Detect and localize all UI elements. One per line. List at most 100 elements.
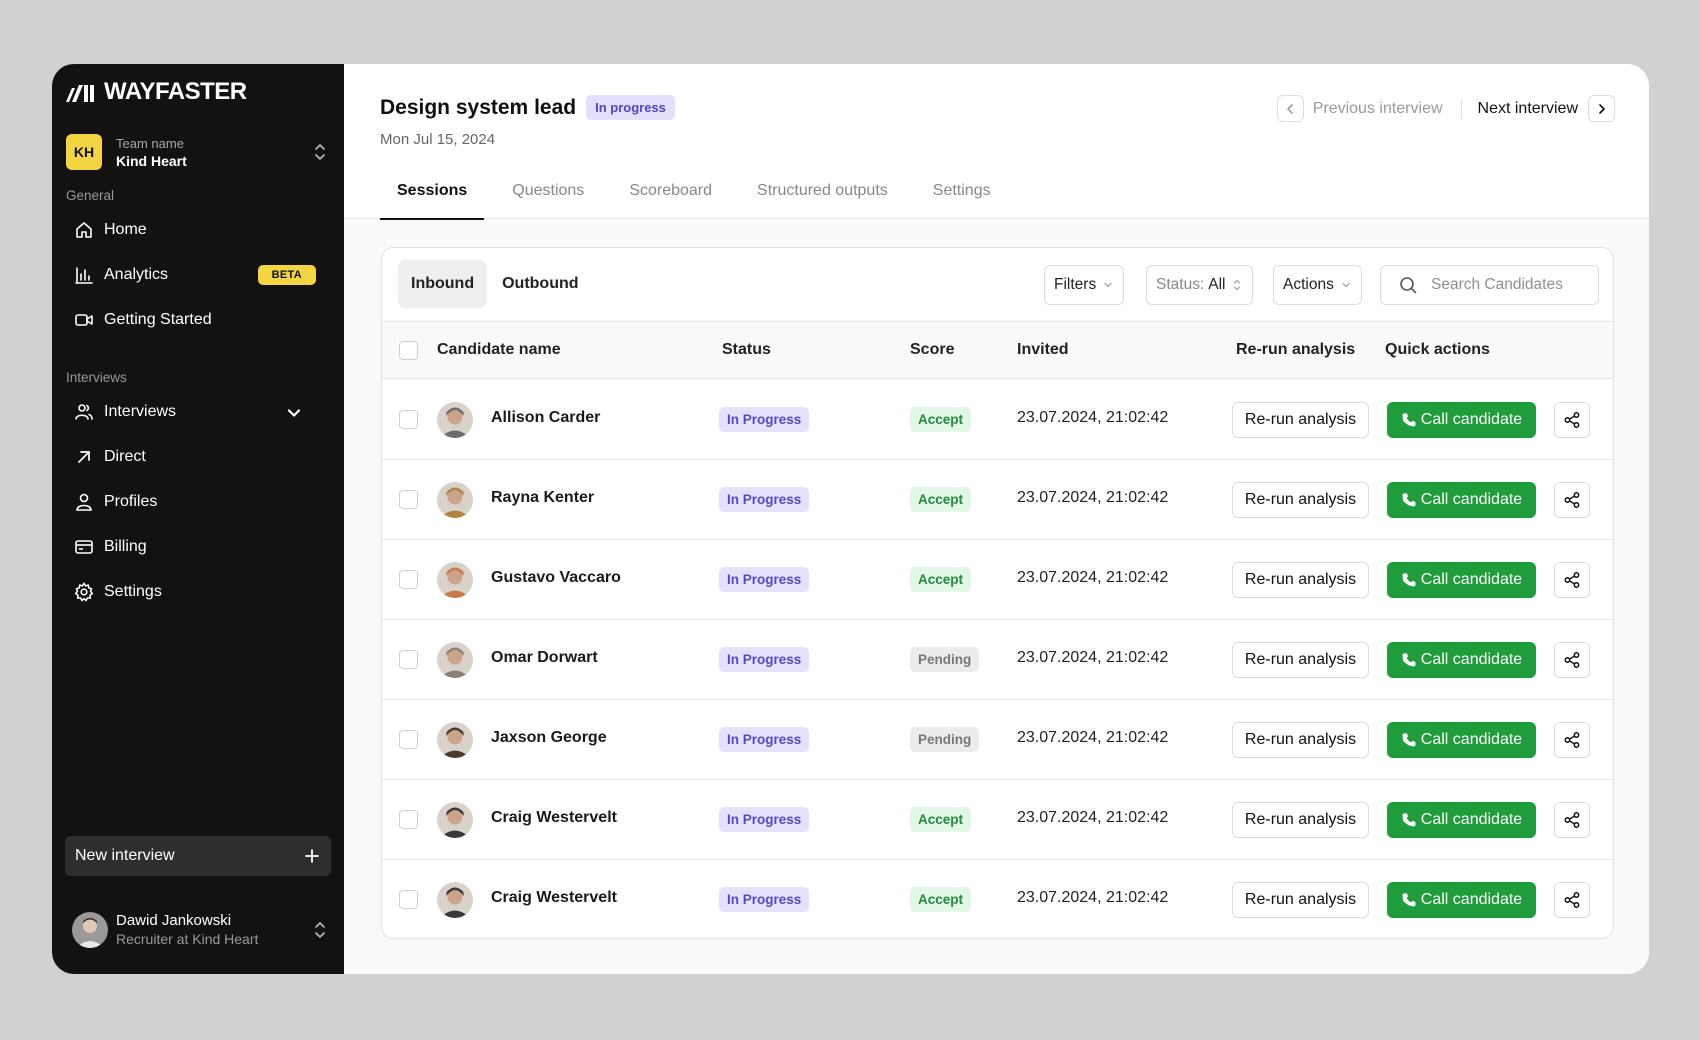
inbound-tab[interactable]: Inbound	[398, 260, 488, 308]
status-badge: In Progress	[719, 887, 810, 912]
candidate-name[interactable]: Craig Westervelt	[491, 889, 617, 906]
status-filter-label: Status:	[1156, 276, 1205, 293]
share-button[interactable]	[1554, 882, 1590, 918]
team-label: Team name	[116, 135, 184, 151]
rerun-analysis-button[interactable]: Re-run analysis	[1232, 722, 1369, 758]
filters-dropdown[interactable]: Filters	[1044, 265, 1125, 305]
candidate-name[interactable]: Rayna Kenter	[491, 489, 595, 506]
call-candidate-button[interactable]: Call candidate	[1387, 802, 1536, 838]
candidate-name[interactable]: Omar Dorwart	[491, 649, 598, 666]
table-row[interactable]: Craig Westervelt In Progress Accept 23.0…	[382, 780, 1613, 860]
gear-icon	[74, 582, 94, 602]
table-row[interactable]: Jaxson George In Progress Pending 23.07.…	[382, 700, 1613, 780]
phone-icon	[1402, 413, 1416, 427]
share-button[interactable]	[1554, 642, 1590, 678]
share-button[interactable]	[1554, 482, 1590, 518]
call-candidate-button[interactable]: Call candidate	[1387, 722, 1536, 758]
candidate-name[interactable]: Jaxson George	[491, 729, 607, 746]
sidebar-item-analytics[interactable]: Analytics BETA	[66, 255, 328, 295]
status-filter-select[interactable]: Status: All	[1146, 265, 1254, 305]
table-row[interactable]: Rayna Kenter In Progress Accept 23.07.20…	[382, 460, 1613, 540]
table-row[interactable]: Allison Carder In Progress Accept 23.07.…	[382, 380, 1613, 460]
candidate-name[interactable]: Gustavo Vaccaro	[491, 569, 621, 586]
team-name: Kind Heart	[116, 152, 187, 169]
row-checkbox[interactable]	[399, 810, 418, 829]
call-candidate-button[interactable]: Call candidate	[1387, 562, 1536, 598]
sidebar-item-label: Analytics	[104, 266, 169, 283]
status-badge: In progress	[586, 95, 675, 120]
outbound-tab[interactable]: Outbound	[502, 275, 579, 292]
candidate-name[interactable]: Craig Westervelt	[491, 809, 617, 826]
tab-sessions[interactable]: Sessions	[380, 179, 485, 220]
table-row[interactable]: Omar Dorwart In Progress Pending 23.07.2…	[382, 620, 1613, 700]
share-button[interactable]	[1554, 402, 1590, 438]
search-input[interactable]	[1431, 276, 1581, 294]
chevron-down-icon	[287, 409, 301, 417]
rerun-analysis-button[interactable]: Re-run analysis	[1232, 562, 1369, 598]
avatar	[437, 882, 473, 918]
score-badge: Accept	[910, 487, 972, 512]
page-header: Design system lead In progress Mon Jul 1…	[344, 64, 1649, 220]
call-candidate-button[interactable]: Call candidate	[1387, 882, 1536, 918]
page-date: Mon Jul 15, 2024	[380, 131, 496, 148]
row-checkbox[interactable]	[399, 490, 418, 509]
sidebar-item-home[interactable]: Home	[66, 210, 328, 250]
bar-chart-icon	[75, 267, 93, 284]
row-checkbox[interactable]	[399, 410, 418, 429]
tab-scoreboard[interactable]: Scoreboard	[629, 182, 713, 199]
direction-toggle: Inbound Outbound	[398, 260, 594, 308]
rerun-analysis-button[interactable]: Re-run analysis	[1232, 802, 1369, 838]
previous-interview-button[interactable]	[1276, 95, 1304, 122]
sidebar-item-interviews[interactable]: Interviews	[66, 392, 328, 432]
call-candidate-label: Call candidate	[1420, 571, 1523, 588]
new-interview-button[interactable]: New interview	[65, 836, 331, 876]
table-header: Candidate name Status Score Invited Re-r…	[382, 322, 1613, 379]
sidebar-item-getting-started[interactable]: Getting Started	[66, 300, 328, 340]
rerun-analysis-button[interactable]: Re-run analysis	[1232, 402, 1369, 438]
tab-questions[interactable]: Questions	[512, 182, 585, 199]
previous-interview-link[interactable]: Previous interview	[1312, 99, 1443, 117]
rerun-analysis-button[interactable]: Re-run analysis	[1232, 482, 1369, 518]
search-box[interactable]	[1380, 265, 1599, 305]
share-icon	[1564, 812, 1580, 828]
call-candidate-button[interactable]: Call candidate	[1387, 402, 1536, 438]
sidebar-item-label: Home	[104, 221, 147, 238]
row-checkbox[interactable]	[399, 890, 418, 909]
sidebar-item-label: Billing	[104, 538, 147, 555]
row-checkbox[interactable]	[399, 650, 418, 669]
team-switcher[interactable]: KH Team name Kind Heart	[66, 129, 328, 175]
users-icon	[75, 404, 93, 420]
candidate-name[interactable]: Allison Carder	[491, 409, 601, 426]
call-candidate-label: Call candidate	[1420, 891, 1523, 908]
row-checkbox[interactable]	[399, 730, 418, 749]
row-checkbox[interactable]	[399, 570, 418, 589]
rerun-analysis-button[interactable]: Re-run analysis	[1232, 642, 1369, 678]
share-button[interactable]	[1554, 802, 1590, 838]
candidates-card: Inbound Outbound Filters Status: All Act…	[381, 247, 1614, 939]
share-button[interactable]	[1554, 722, 1590, 758]
logo[interactable]: WAYFASTER	[66, 78, 247, 106]
score-badge: Pending	[910, 647, 980, 672]
tab-settings[interactable]: Settings	[932, 182, 991, 199]
tab-structured-outputs[interactable]: Structured outputs	[757, 182, 888, 199]
select-all-checkbox[interactable]	[399, 341, 418, 360]
next-interview-button[interactable]	[1588, 95, 1615, 122]
call-candidate-button[interactable]: Call candidate	[1387, 642, 1536, 678]
sidebar-item-direct[interactable]: Direct	[66, 437, 328, 477]
table-row[interactable]: Gustavo Vaccaro In Progress Accept 23.07…	[382, 540, 1613, 620]
avatar	[437, 802, 473, 838]
table-row[interactable]: Craig Westervelt In Progress Accept 23.0…	[382, 860, 1613, 938]
next-interview-link[interactable]: Next interview	[1477, 99, 1578, 117]
user-menu[interactable]: Dawid Jankowski Recruiter at Kind Heart	[72, 910, 328, 950]
sidebar-item-label: Getting Started	[104, 311, 212, 328]
call-candidate-button[interactable]: Call candidate	[1387, 482, 1536, 518]
sidebar-item-settings[interactable]: Settings	[66, 572, 328, 612]
call-candidate-label: Call candidate	[1420, 811, 1523, 828]
share-button[interactable]	[1554, 562, 1590, 598]
sidebar-item-profiles[interactable]: Profiles	[66, 482, 328, 522]
rerun-analysis-button[interactable]: Re-run analysis	[1232, 882, 1369, 918]
sidebar-item-billing[interactable]: Billing	[66, 527, 328, 567]
user-name: Dawid Jankowski	[116, 912, 232, 929]
sidebar: WAYFASTER KH Team name Kind Heart Genera…	[52, 64, 344, 974]
actions-dropdown[interactable]: Actions	[1273, 265, 1362, 305]
